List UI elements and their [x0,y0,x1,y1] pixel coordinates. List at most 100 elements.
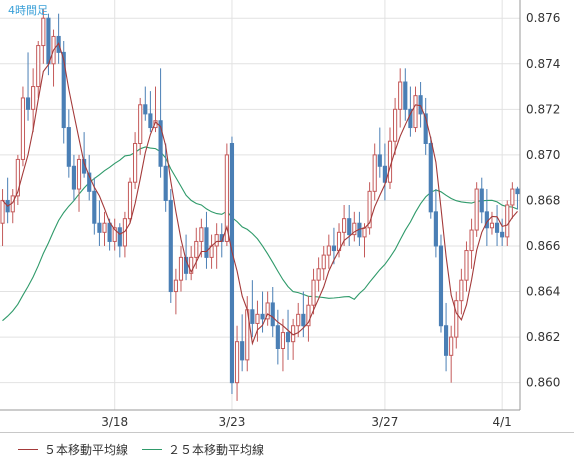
candle [367,182,372,235]
x-tick-label: 3/23 [218,415,245,429]
candle [382,143,387,201]
candle-body-down [66,127,71,167]
candle-body-up [31,86,36,110]
candle [459,268,464,315]
candle [270,287,275,338]
candle [372,143,377,201]
candle-body-down [46,17,51,65]
candle [76,154,82,212]
candle-body-up [449,336,454,356]
candle-body-down [331,245,337,252]
legend-ma5-swatch [18,449,38,450]
candle [178,246,184,292]
y-tick-label: 0.862 [526,330,560,344]
candle-body-down [382,165,387,183]
candle-body-up [510,188,515,206]
candle [500,218,505,246]
x-tick-label: 3/18 [101,415,128,429]
candle [229,136,235,395]
candle-body-down [443,325,449,356]
candle-body-down [377,154,382,167]
candle-body-up [224,154,229,242]
candle [347,205,352,246]
y-tick-label: 0.874 [526,57,560,71]
candle-body-up [459,279,464,302]
candle-body-up [454,300,459,338]
candle-body-up [214,234,219,247]
candle-body-up [311,279,316,306]
x-tick-label: 4/1 [493,415,512,429]
candle [127,177,133,224]
candle [510,182,515,219]
legend-item-ma25: ２５本移動平均線 [142,441,264,458]
candle [255,300,260,342]
candle-body-up [133,143,138,183]
candle [311,268,316,315]
candle [301,291,306,338]
legend-ma5-label: ５本移動平均線 [44,443,129,457]
candle-body-up [362,227,367,238]
candle-body-up [102,222,107,233]
candle-body-up [326,245,331,256]
candle-body-up [352,222,357,236]
candle [280,318,286,372]
candle [433,189,438,258]
candle-body-down [515,188,520,195]
candle [112,218,117,251]
y-tick-label: 0.870 [526,148,560,162]
candle [515,186,520,210]
chart-grid [0,0,520,410]
candle [454,291,459,349]
candle [168,189,173,303]
candle [413,86,418,133]
candle-body-down [423,113,428,144]
candle-body-down [87,172,92,192]
candle-body-up [489,222,495,229]
candle-body-down [107,222,112,242]
candle [494,205,500,246]
timeframe-label: 4時間足 [8,4,48,17]
candle [204,211,209,269]
candle-body-up [41,17,46,47]
candle-body-up [398,81,403,110]
candle [321,246,326,281]
candle-body-down [240,341,245,361]
candle-body-up [127,181,133,220]
candle [474,182,479,237]
candle-body-down [494,222,500,233]
candle [87,154,92,201]
candle-body-down [168,199,173,293]
candle [428,136,433,219]
candle-body-down [418,95,423,115]
candle [133,132,138,190]
candle-body-up [0,199,5,224]
candle-body-up [194,240,199,258]
candle [138,97,143,155]
candle-body-up [15,158,20,197]
y-tick-label: 0.872 [526,102,560,116]
candle [41,9,46,64]
candle [10,189,15,224]
candle [306,296,311,342]
candle-body-up [234,341,240,384]
candle-body-down [250,309,255,324]
candle [15,154,20,205]
candle [296,302,301,338]
candle [209,234,214,269]
candle [377,127,382,178]
candle-body-up [199,227,204,242]
candle-body-down [61,51,66,129]
candle [418,82,423,128]
legend: ５本移動平均線 ２５本移動平均線 [0,432,574,463]
candle-body-up [372,154,377,192]
candle-body-up [413,95,418,129]
candle [117,223,122,258]
candle [5,177,10,224]
candle-body-up [112,227,117,242]
candle-body-down [143,104,148,115]
candle [326,234,331,269]
candle-body-down [71,165,77,190]
candle-body-down [260,313,265,320]
candle-body-up [173,279,178,293]
candle [484,189,489,246]
